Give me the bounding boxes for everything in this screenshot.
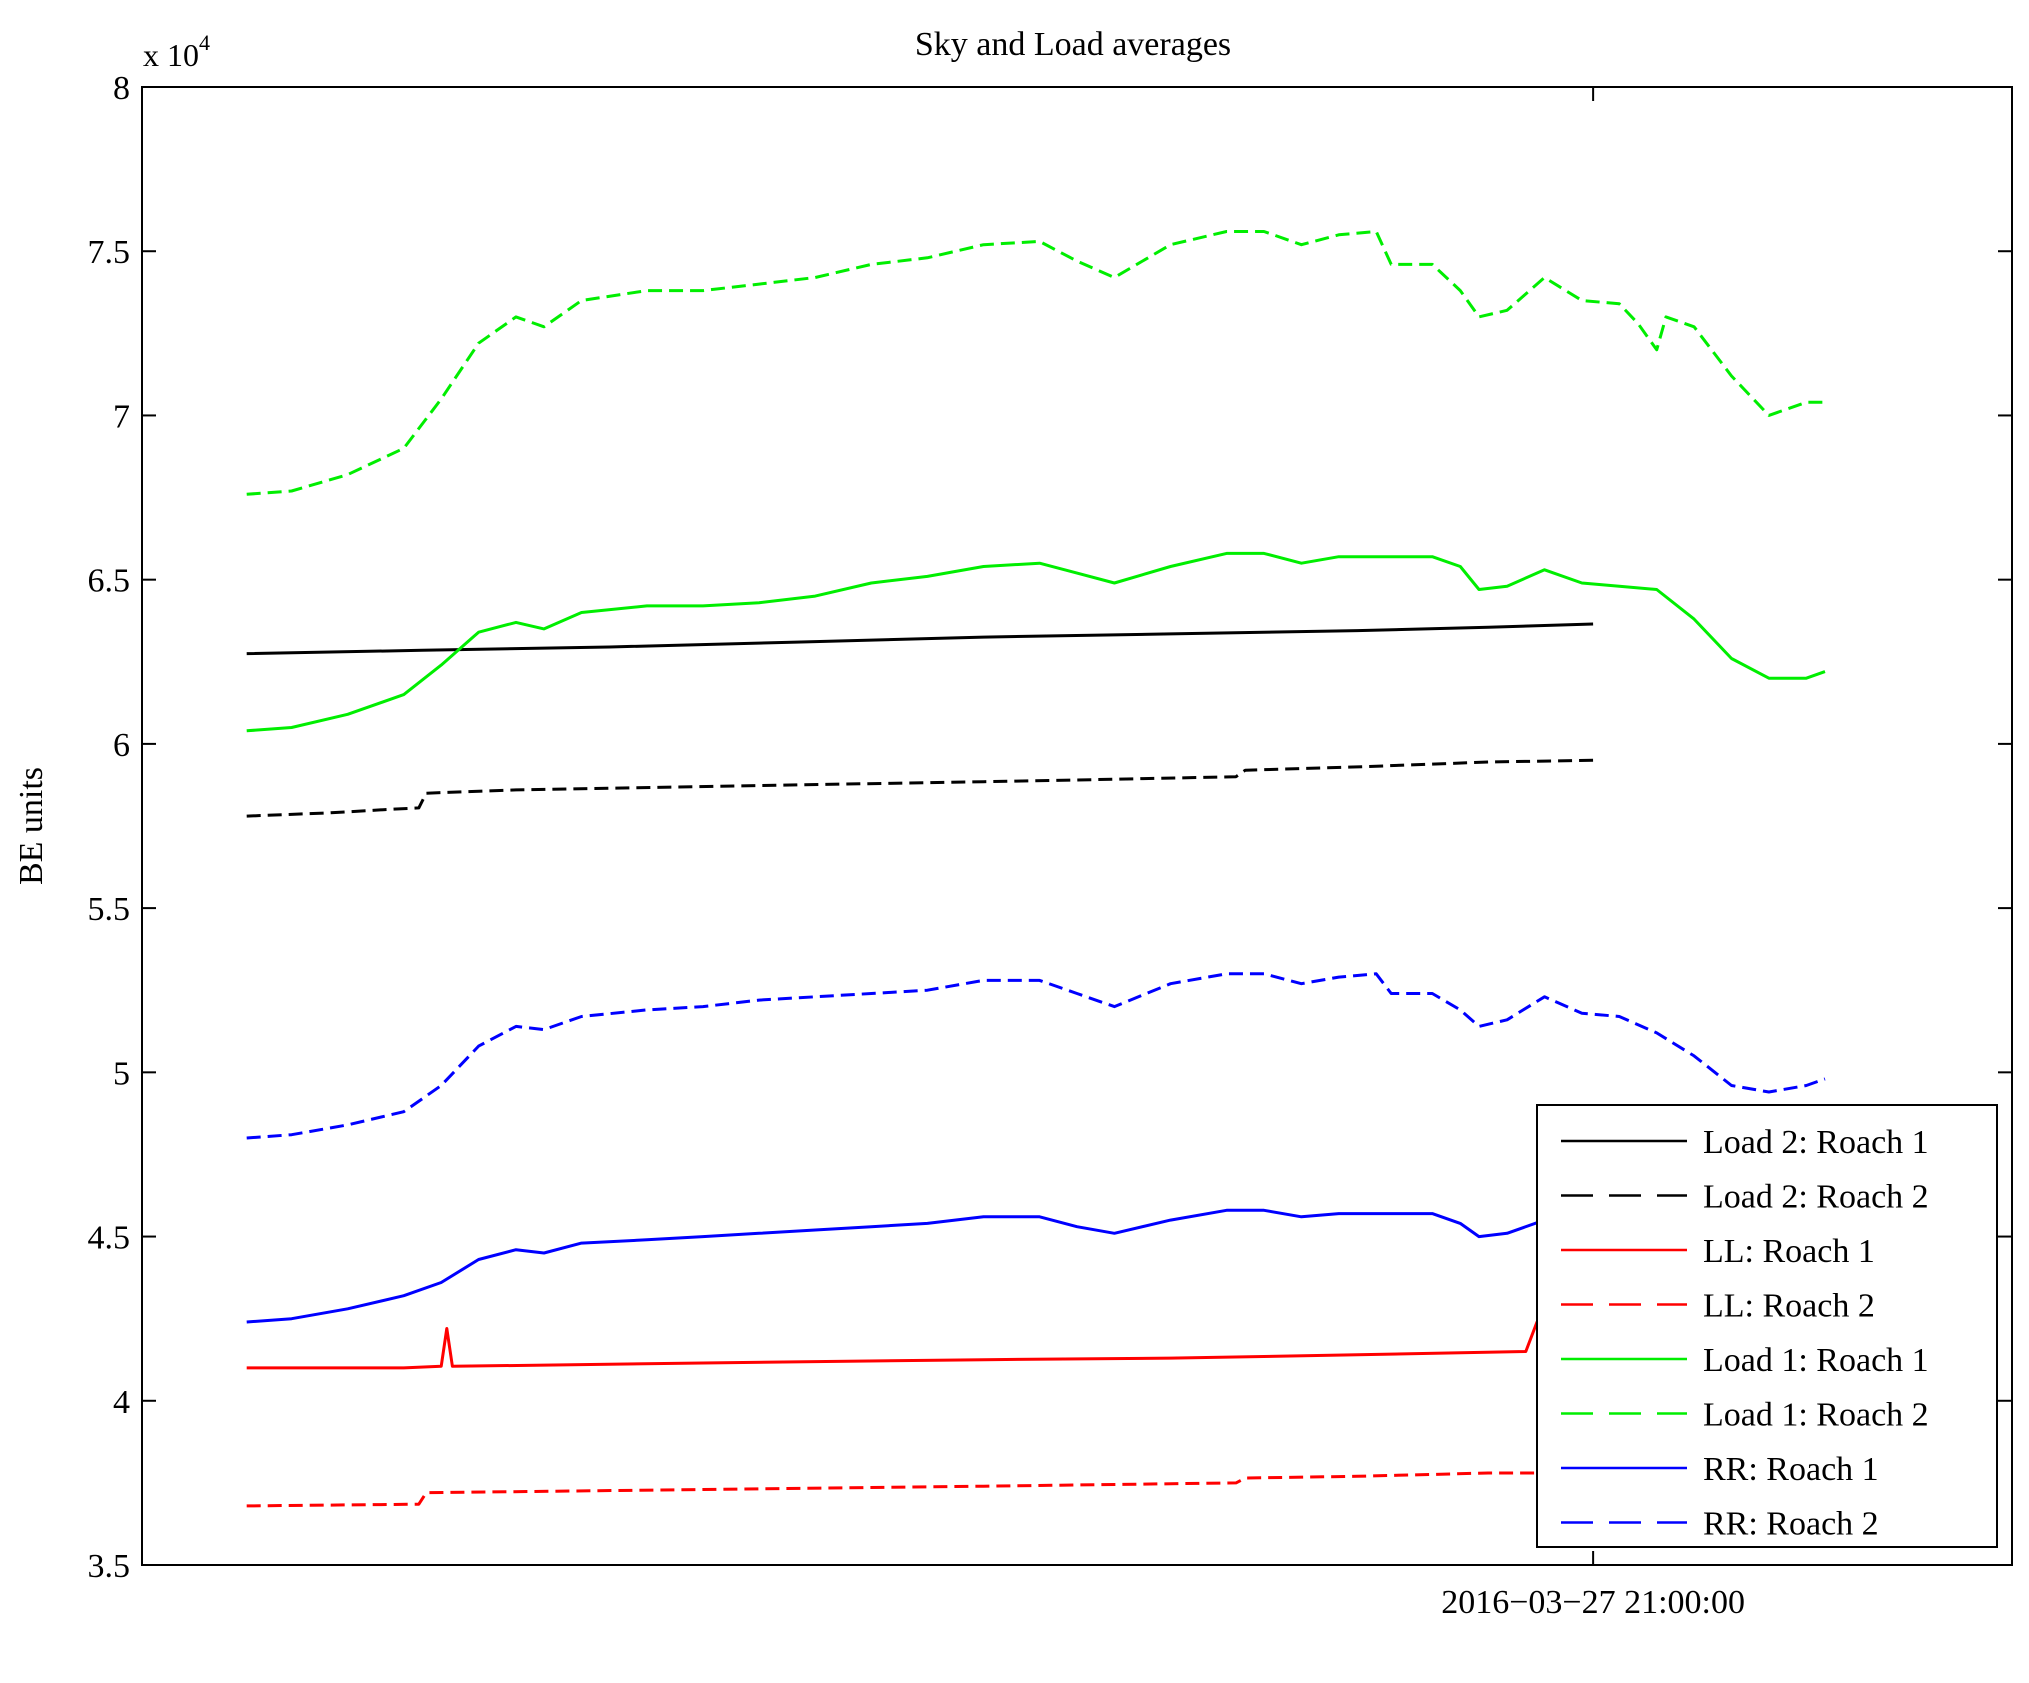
x-tick-label: 2016−03−27 21:00:00 (1441, 1584, 1745, 1621)
legend-label: LL: Roach 2 (1703, 1288, 1875, 1325)
legend-label: RR: Roach 1 (1703, 1451, 1879, 1488)
chart-title: Sky and Load averages (915, 26, 1231, 63)
axes-frame (141, 86, 2013, 1566)
y-axis-multiplier: x 104 (143, 30, 210, 73)
y-tick-label: 4.5 (88, 1220, 131, 1257)
y-tick-label: 7 (113, 398, 130, 435)
legend-label: Load 2: Roach 2 (1703, 1179, 1929, 1216)
y-tick-label: 6 (113, 727, 130, 764)
legend-label: LL: Roach 1 (1703, 1233, 1875, 1270)
legend-label: Load 1: Roach 1 (1703, 1342, 1929, 1379)
y-tick-label: 7.5 (88, 234, 131, 271)
y-multiplier-exponent: 4 (199, 30, 210, 55)
series-line-5 (246, 551, 1826, 733)
series-line-6 (246, 230, 1825, 496)
y-tick-label: 3.5 (88, 1548, 131, 1585)
x-axis-ticks: 2016−03−27 21:00:00 (1441, 87, 1745, 1621)
legend-label: Load 2: Roach 1 (1703, 1124, 1929, 1161)
y-tick-label: 5.5 (88, 891, 131, 928)
series-line-4 (246, 1471, 1594, 1508)
y-tick-label: 8 (113, 70, 130, 107)
y-axis-ticks: 3.5 4 4.5 5 5.5 6 6.5 7 7.5 8 (88, 70, 2012, 1585)
y-axis-label: BE units (13, 767, 50, 885)
y-multiplier-base: x 10 (143, 37, 199, 73)
series-line-1 (246, 622, 1594, 656)
series-line-2 (246, 758, 1594, 818)
legend-label: RR: Roach 2 (1703, 1506, 1879, 1543)
legend: Load 2: Roach 1 Load 2: Roach 2 LL: Roach … (1536, 1104, 1998, 1548)
legend-label: Load 1: Roach 2 (1703, 1397, 1929, 1434)
y-tick-label: 6.5 (88, 563, 131, 600)
series-line-8 (246, 972, 1826, 1140)
y-tick-label: 4 (113, 1384, 130, 1421)
legend-box (1536, 1104, 1998, 1548)
y-tick-label: 5 (113, 1055, 130, 1092)
